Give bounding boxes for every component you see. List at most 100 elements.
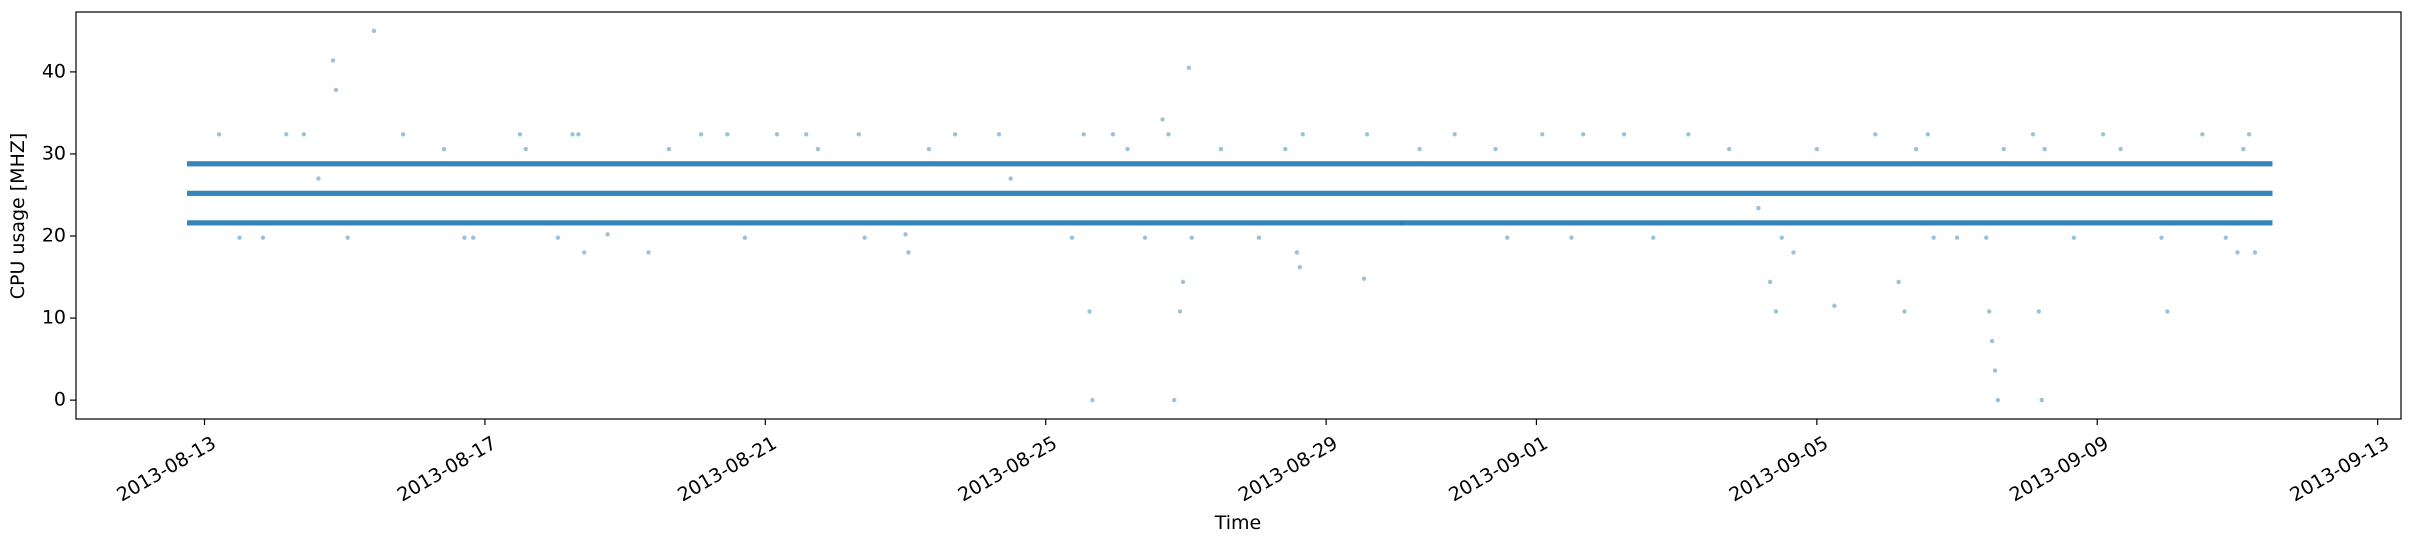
data-point xyxy=(2100,132,2106,137)
data-point xyxy=(666,146,672,152)
y-tick-label: 0 xyxy=(54,389,66,411)
data-point xyxy=(2200,132,2205,137)
data-point xyxy=(1186,65,1192,70)
data-point xyxy=(1779,235,1784,240)
y-tick-label: 10 xyxy=(42,307,66,329)
axes-frame xyxy=(75,11,2402,420)
data-point xyxy=(471,235,476,240)
data-point xyxy=(316,176,321,181)
data-point xyxy=(1913,146,1919,152)
data-point xyxy=(1110,132,1116,137)
data-point xyxy=(1767,279,1773,285)
band-1 xyxy=(186,190,2273,196)
data-point xyxy=(698,132,704,137)
data-point xyxy=(1773,309,1779,314)
data-point xyxy=(400,132,406,137)
y-tick-label: 30 xyxy=(42,142,66,164)
plot-area xyxy=(186,28,2273,403)
data-point xyxy=(1992,368,1998,373)
point-layer xyxy=(216,28,2258,403)
data-point xyxy=(1125,146,1130,152)
data-point xyxy=(1399,220,1405,226)
data-point xyxy=(646,250,651,255)
data-point xyxy=(441,146,447,152)
data-point xyxy=(1189,235,1194,240)
data-point xyxy=(333,87,339,93)
data-point xyxy=(1172,397,1177,403)
x-axis-label: Time xyxy=(1214,512,1262,534)
data-point xyxy=(1177,309,1183,314)
data-point xyxy=(926,146,932,152)
data-point xyxy=(1493,146,1498,152)
data-point xyxy=(1984,235,1989,240)
data-point xyxy=(906,250,911,255)
data-point xyxy=(1989,338,1995,344)
y-tick-label: 40 xyxy=(42,60,66,82)
data-point xyxy=(1294,250,1300,255)
data-point xyxy=(1814,146,1820,152)
data-point xyxy=(725,132,730,137)
data-point xyxy=(582,250,587,255)
data-point xyxy=(862,235,867,240)
data-point xyxy=(284,132,289,137)
data-point xyxy=(1166,132,1171,137)
data-point xyxy=(952,132,958,137)
data-point xyxy=(1361,276,1367,281)
data-point xyxy=(2036,309,2042,314)
data-point xyxy=(216,132,222,137)
data-point xyxy=(1069,235,1075,240)
data-point xyxy=(1297,264,1303,270)
data-point xyxy=(1142,235,1148,240)
data-point xyxy=(996,132,1002,137)
data-point xyxy=(1954,235,1960,240)
data-point xyxy=(1081,132,1086,137)
data-point xyxy=(1686,132,1691,137)
data-point xyxy=(856,132,861,137)
data-point xyxy=(1569,235,1574,240)
data-point xyxy=(2223,235,2228,240)
data-point xyxy=(1986,309,1992,314)
data-point xyxy=(237,235,242,240)
data-point xyxy=(2165,309,2170,314)
data-point xyxy=(1087,309,1092,314)
data-point xyxy=(815,146,821,152)
data-point xyxy=(576,132,581,137)
data-point xyxy=(1505,235,1510,240)
data-point xyxy=(1832,303,1837,308)
data-point xyxy=(1180,279,1186,285)
y-axis: 0 10 20 30 40 xyxy=(42,60,76,411)
band-0 xyxy=(186,220,2273,226)
data-point xyxy=(1873,132,1878,137)
data-point xyxy=(1008,176,1013,181)
data-point xyxy=(1925,132,1931,137)
data-point xyxy=(2042,146,2047,152)
data-point xyxy=(1160,117,1165,122)
data-point xyxy=(903,232,908,237)
data-point xyxy=(1300,132,1305,137)
data-point xyxy=(517,132,523,137)
data-point xyxy=(1727,146,1732,152)
data-point xyxy=(570,132,575,137)
data-point xyxy=(555,235,561,240)
band-layer xyxy=(186,161,2273,226)
data-point xyxy=(2246,132,2252,137)
data-point xyxy=(1452,132,1457,137)
data-point xyxy=(1621,132,1627,137)
data-point xyxy=(1995,397,2001,403)
band-2 xyxy=(186,161,2273,167)
data-point xyxy=(742,235,748,240)
data-point xyxy=(2159,235,2164,240)
data-point xyxy=(1218,146,1224,152)
data-point xyxy=(462,235,467,240)
data-point xyxy=(2001,146,2006,152)
data-point xyxy=(371,28,377,34)
data-point xyxy=(1540,132,1545,137)
data-point xyxy=(1791,250,1796,255)
data-point xyxy=(1417,146,1422,152)
data-point xyxy=(2030,132,2036,137)
data-point xyxy=(345,235,350,240)
data-point xyxy=(2235,250,2240,255)
data-point xyxy=(1580,132,1586,137)
y-tick-label: 20 xyxy=(42,225,66,247)
